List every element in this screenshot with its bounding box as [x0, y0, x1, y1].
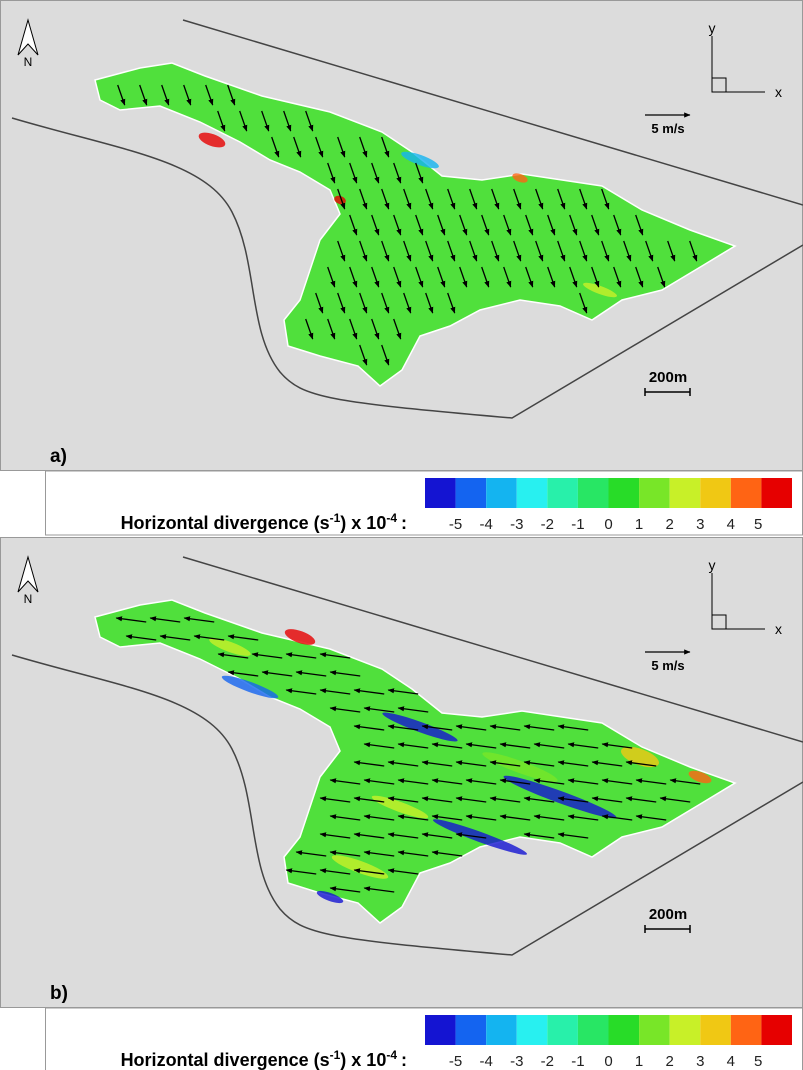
legend-tick-label: -5 — [449, 1053, 462, 1070]
legend-title: Horizontal divergence (s-1) x 10-4: — [121, 511, 407, 533]
legend-color — [700, 478, 731, 508]
legend-color — [700, 1015, 731, 1045]
legend-title-part: : — [401, 513, 407, 533]
panel: Ny x 5 m/s 200m a) -5 -4 -3 -2 -1 0 1 2 3 4 5 Horizontal… — [1, 1, 803, 536]
legend-title-part: : — [401, 1050, 407, 1070]
legend-color — [670, 478, 701, 508]
legend-tick-label: 1 — [635, 516, 643, 533]
axis-x-label: x — [775, 621, 782, 637]
legend-color — [486, 478, 517, 508]
north-label: N — [24, 55, 33, 69]
legend-color — [547, 1015, 578, 1045]
legend-color — [731, 1015, 762, 1045]
legend-color — [639, 478, 670, 508]
legend-tick-label: -5 — [449, 516, 462, 533]
legend-title-superscript: -1 — [330, 1048, 341, 1062]
legend-tick-label: -4 — [479, 1053, 492, 1070]
velocity-scale-label: 5 m/s — [651, 121, 684, 136]
legend-color — [517, 1015, 548, 1045]
legend-tick-label: -1 — [571, 1053, 584, 1070]
velocity-scale-label: 5 m/s — [651, 658, 684, 673]
north-label: N — [24, 592, 33, 606]
legend-color — [761, 1015, 792, 1045]
legend-color — [578, 1015, 609, 1045]
legend-color — [670, 1015, 701, 1045]
legend-color — [425, 1015, 456, 1045]
panel-label: a) — [50, 446, 67, 467]
legend-color — [456, 478, 487, 508]
legend-tick-label: 2 — [665, 1053, 673, 1070]
axis-y-label: y — [709, 557, 716, 573]
legend-tick-label: 1 — [635, 1053, 643, 1070]
figure-canvas: Ny x 5 m/s 200m a) -5 -4 -3 -2 -1 0 1 2 3 4 5 Horizontal… — [0, 0, 803, 1070]
legend-tick-label: 3 — [696, 1053, 704, 1070]
legend-tick-label: -2 — [541, 1053, 554, 1070]
figure: Ny x 5 m/s 200m a) -5 -4 -3 -2 -1 0 1 2 3 4 5 Horizontal… — [0, 0, 803, 1070]
legend-title-superscript: -4 — [386, 1048, 397, 1062]
legend-title-part: ) x 10 — [340, 513, 386, 533]
legend-tick-label: 4 — [727, 1053, 735, 1070]
legend-title-part: Horizontal divergence (s — [121, 513, 330, 533]
legend-tick-label: 4 — [727, 516, 735, 533]
legend-tick-label: -3 — [510, 516, 523, 533]
legend-color — [578, 478, 609, 508]
legend-color — [639, 1015, 670, 1045]
legend-tick-label: 3 — [696, 516, 704, 533]
legend-tick-label: 5 — [754, 516, 762, 533]
legend-title: Horizontal divergence (s-1) x 10-4: — [121, 1048, 407, 1070]
legend-title-part: ) x 10 — [340, 1050, 386, 1070]
legend-tick-label: 0 — [604, 1053, 612, 1070]
legend-color — [761, 478, 792, 508]
legend-color — [486, 1015, 517, 1045]
panel-label: b) — [50, 983, 68, 1004]
legend-title-superscript: -4 — [386, 511, 397, 525]
legend-color — [731, 478, 762, 508]
legend-tick-label: 2 — [665, 516, 673, 533]
legend-color — [547, 478, 578, 508]
legend-color — [425, 478, 456, 508]
legend-color — [609, 1015, 640, 1045]
legend-color — [609, 478, 640, 508]
legend-tick-label: -3 — [510, 1053, 523, 1070]
axis-y-label: y — [709, 20, 716, 36]
panel: Ny x 5 m/s 200m b) -5 -4 -3 -2 -1 0 1 2 3 4 5 Horizontal… — [1, 538, 803, 1070]
legend-tick-label: 5 — [754, 1053, 762, 1070]
distance-scale-label: 200m — [649, 906, 687, 923]
legend-color — [456, 1015, 487, 1045]
axis-x-label: x — [775, 84, 782, 100]
legend-tick-label: -1 — [571, 516, 584, 533]
legend-title-superscript: -1 — [330, 511, 341, 525]
legend-tick-label: -2 — [541, 516, 554, 533]
legend-tick-label: 0 — [604, 516, 612, 533]
legend-color — [517, 478, 548, 508]
legend-tick-label: -4 — [479, 516, 492, 533]
legend-title-part: Horizontal divergence (s — [121, 1050, 330, 1070]
distance-scale-label: 200m — [649, 369, 687, 386]
